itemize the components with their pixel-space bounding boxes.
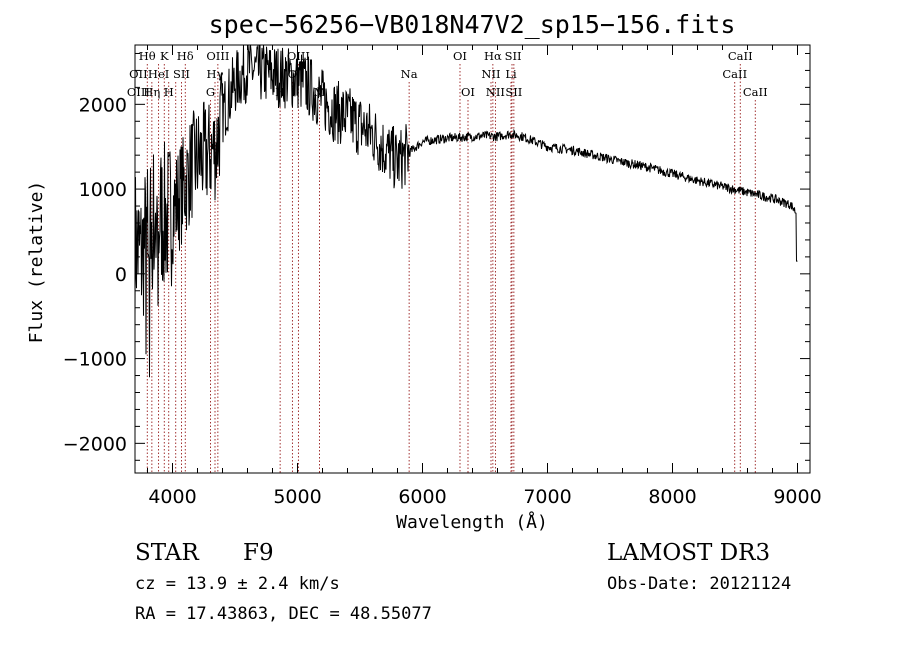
spectral-line-label: OIII xyxy=(127,85,150,99)
spectral-line-label: Na xyxy=(401,67,418,81)
x-axis-ticks: 4000 5000 6000 7000 8000 9000 xyxy=(147,45,822,508)
spectral-line-label: Hα xyxy=(484,49,502,63)
spectral-line-label: CaII xyxy=(743,85,768,99)
spectral-line-label: Hη xyxy=(143,85,160,99)
spectral-line-label: NII xyxy=(486,85,505,99)
spectral-line-label: SII xyxy=(505,49,522,63)
spectral-line-label: OI xyxy=(453,49,467,63)
obs-date-text: Obs-Date: 20121124 xyxy=(607,574,792,594)
spectral-line-label: Hθ xyxy=(139,49,156,63)
y-axis-label: Flux (relative) xyxy=(26,181,47,344)
x-tick-label: 4000 xyxy=(148,486,196,508)
spectral-line-label: OII xyxy=(129,67,148,81)
y-tick-label: −1000 xyxy=(63,349,127,371)
spectral-line-markers xyxy=(146,64,756,473)
redshift-text: cz = 13.9 ± 2.4 km/s xyxy=(135,574,340,594)
spectral-line-label: O xyxy=(288,67,297,81)
y-tick-label: 2000 xyxy=(79,94,127,116)
spectral-line-label: H xyxy=(164,85,174,99)
y-tick-label: −2000 xyxy=(63,433,127,455)
x-tick-label: 7000 xyxy=(523,486,571,508)
spectral-line-label: HeI xyxy=(148,67,169,81)
spectral-line-label: CaII xyxy=(722,67,747,81)
spectral-line-label: G xyxy=(206,85,215,99)
x-tick-label: 5000 xyxy=(273,486,321,508)
spectral-line-label: SII xyxy=(173,67,190,81)
spectral-line-label: Hδ xyxy=(177,49,194,63)
subclass-label: F9 xyxy=(243,540,274,566)
spectral-line-label: NII xyxy=(481,67,500,81)
survey-label: LAMOST DR3 xyxy=(607,540,771,566)
coordinates-text: RA = 17.43863, DEC = 48.55077 xyxy=(135,604,432,624)
spectral-line-label: OIII xyxy=(287,49,310,63)
y-tick-label: 1000 xyxy=(79,179,127,201)
spectral-line-label: Hγ xyxy=(207,67,224,81)
y-axis-ticks: −2000 −1000 0 1000 2000 xyxy=(63,52,810,461)
spectral-line-label: SII xyxy=(505,85,522,99)
plot-frame xyxy=(134,44,811,474)
x-axis-label: Wavelength (Å) xyxy=(396,511,548,533)
spectral-line-label: OIII xyxy=(206,49,229,63)
x-tick-label: 8000 xyxy=(648,486,696,508)
y-tick-label: 0 xyxy=(115,264,127,286)
spectral-line-label: OI xyxy=(461,85,475,99)
x-tick-label: 6000 xyxy=(398,486,446,508)
spectral-line-label: CaII xyxy=(728,49,753,63)
x-tick-label: 9000 xyxy=(773,486,821,508)
spectrum-line xyxy=(134,44,798,378)
class-label: STAR xyxy=(135,540,199,566)
spectral-line-label: K xyxy=(160,49,169,63)
chart-title: spec−56256−VB018N47V2_sp15−156.fits xyxy=(209,10,736,39)
spectral-line-label: Li xyxy=(505,67,517,81)
